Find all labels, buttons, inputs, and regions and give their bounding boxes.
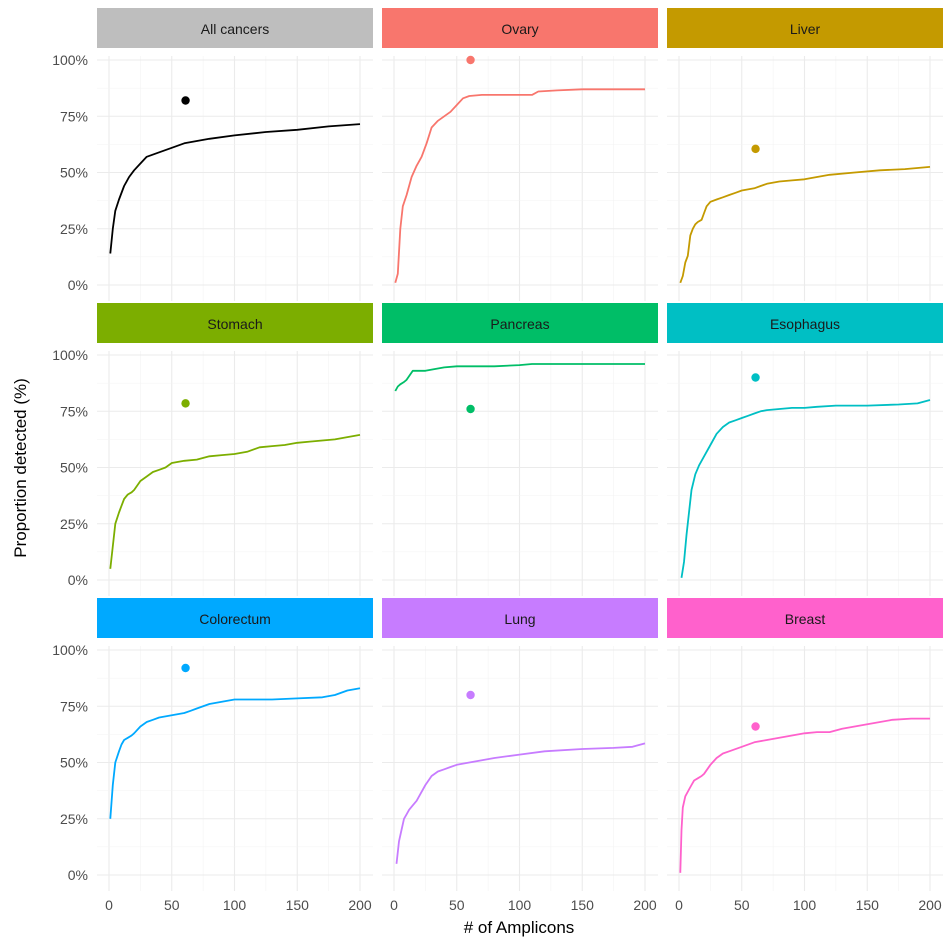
facet-strip-all-cancers xyxy=(97,8,373,48)
series-line-colorectum xyxy=(109,687,361,819)
facet-breast: Breast xyxy=(667,598,943,891)
facet-strip-label: Stomach xyxy=(207,316,262,332)
facet-strip-ovary xyxy=(382,8,658,48)
x-tick-label: 50 xyxy=(449,897,465,913)
facet-strip-lung xyxy=(382,598,658,638)
facet-strip-pancreas xyxy=(382,303,658,343)
facet-strip-label: Colorectum xyxy=(199,611,271,627)
x-tick-label: 200 xyxy=(633,897,657,913)
series-line-stomach xyxy=(109,434,361,569)
y-tick-label: 0% xyxy=(68,867,88,883)
facet-liver: Liver xyxy=(667,8,943,301)
x-tick-label: 200 xyxy=(918,897,942,913)
gridlines xyxy=(382,646,658,891)
x-axis-title: # of Amplicons xyxy=(464,918,575,937)
x-axes: 0 50 100 150 200 0 50 100 150 200 0 50 100 150 200 xyxy=(105,897,942,913)
series-line-lung xyxy=(395,742,646,864)
highlight-point-lung xyxy=(466,690,475,700)
highlight-point-ovary xyxy=(466,55,475,65)
facet-all-cancers: All cancers xyxy=(97,8,373,301)
gridlines xyxy=(382,351,658,596)
gridlines xyxy=(382,56,658,301)
x-tick-label: 150 xyxy=(286,897,310,913)
series-line-ovary xyxy=(394,88,645,284)
y-tick-label: 75% xyxy=(60,698,88,714)
y-tick-label: 100% xyxy=(52,347,88,363)
x-tick-label: 100 xyxy=(508,897,532,913)
facet-strip-colorectum xyxy=(97,598,373,638)
highlight-point-pancreas xyxy=(466,404,475,414)
gridlines xyxy=(97,56,373,301)
facet-stomach: Stomach xyxy=(97,303,373,596)
facet-strip-label: Pancreas xyxy=(490,316,549,332)
y-tick-label: 100% xyxy=(52,642,88,658)
facet-strip-stomach xyxy=(97,303,373,343)
y-tick-label: 25% xyxy=(60,221,88,237)
x-tick-label: 0 xyxy=(390,897,398,913)
x-tick-label: 0 xyxy=(675,897,683,913)
series-line-pancreas xyxy=(394,363,645,392)
facet-strip-label: Esophagus xyxy=(770,316,840,332)
series-line-liver xyxy=(679,166,931,284)
y-tick-label: 50% xyxy=(60,165,88,181)
highlight-point-liver xyxy=(751,144,760,154)
series-line-breast xyxy=(679,717,930,873)
facet-pancreas: Pancreas xyxy=(382,303,658,596)
facet-colorectum: Colorectum xyxy=(97,598,373,891)
highlight-point-stomach xyxy=(181,399,190,408)
facet-strip-esophagus xyxy=(667,303,943,343)
gridlines xyxy=(667,351,943,596)
y-tick-label: 25% xyxy=(60,811,88,827)
facet-strip-label: Ovary xyxy=(501,21,538,37)
x-tick-label: 50 xyxy=(164,897,180,913)
facet-lung: Lung xyxy=(382,598,658,891)
facet-strip-label: All cancers xyxy=(201,21,269,37)
x-tick-label: 150 xyxy=(571,897,595,913)
gridlines xyxy=(97,646,373,891)
x-tick-label: 100 xyxy=(223,897,247,913)
x-tick-label: 0 xyxy=(105,897,113,913)
series-line-all-cancers xyxy=(109,123,361,254)
facet-strip-label: Breast xyxy=(785,611,826,627)
facet-panels: All cancers Ovary Liver Stomach Pancreas Esop… xyxy=(97,8,943,891)
y-tick-label: 100% xyxy=(52,52,88,68)
y-axis-title: Proportion detected (%) xyxy=(11,378,30,558)
gridlines xyxy=(97,351,373,596)
y-tick-label: 75% xyxy=(60,403,88,419)
x-tick-label: 200 xyxy=(348,897,372,913)
series-line-esophagus xyxy=(680,399,931,578)
facet-strip-breast xyxy=(667,598,943,638)
y-axes: 0% 25% 50% 75% 100% 0% 25% 50% 75% 100% 0% 25% 50% 75… xyxy=(52,52,88,883)
highlight-point-breast xyxy=(751,722,760,731)
facet-strip-label: Liver xyxy=(790,21,821,37)
x-tick-label: 150 xyxy=(856,897,880,913)
highlight-point-colorectum xyxy=(181,663,190,673)
y-tick-label: 50% xyxy=(60,755,88,771)
y-tick-label: 0% xyxy=(68,277,88,293)
y-tick-label: 75% xyxy=(60,108,88,124)
y-tick-label: 50% xyxy=(60,460,88,476)
facet-esophagus: Esophagus xyxy=(667,303,943,596)
y-tick-label: 0% xyxy=(68,572,88,588)
x-tick-label: 50 xyxy=(734,897,750,913)
facet-ovary: Ovary xyxy=(382,8,658,301)
y-tick-label: 25% xyxy=(60,516,88,532)
facet-strip-label: Lung xyxy=(504,611,535,627)
x-tick-label: 100 xyxy=(793,897,817,913)
highlight-point-all-cancers xyxy=(181,96,190,105)
facet-strip-liver xyxy=(667,8,943,48)
highlight-point-esophagus xyxy=(751,373,760,382)
